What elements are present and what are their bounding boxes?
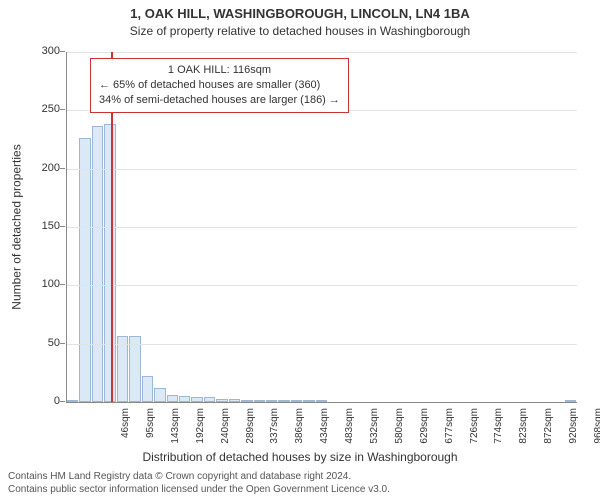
histogram-bar [179,396,190,402]
x-tick-label: 386sqm [294,408,305,458]
x-tick-label: 968sqm [593,408,600,458]
histogram-bar [278,400,289,402]
gridline [67,285,577,286]
histogram-bar [79,138,90,402]
x-tick-label: 143sqm [170,408,181,458]
gridline [67,227,577,228]
gridline [67,169,577,170]
x-tick-label: 532sqm [369,408,380,458]
histogram-bar [204,397,215,402]
credits: Contains HM Land Registry data © Crown c… [8,471,390,496]
histogram-bar [565,400,576,402]
x-tick-label: 46sqm [120,408,131,458]
x-tick-label: 192sqm [195,408,206,458]
y-tick-label: 0 [20,395,60,407]
x-tick-label: 726sqm [469,408,480,458]
x-tick-label: 240sqm [220,408,231,458]
histogram-bar [117,336,128,403]
x-tick-label: 677sqm [444,408,455,458]
x-tick-label: 95sqm [145,408,156,458]
histogram-bar [254,400,265,402]
x-tick-label: 580sqm [394,408,405,458]
annotation-line1: 1 OAK HILL: 116sqm [99,63,340,78]
x-tick-label: 629sqm [419,408,430,458]
histogram-bar [67,400,78,402]
chart-container: 1, OAK HILL, WASHINGBOROUGH, LINCOLN, LN… [0,0,600,500]
histogram-bar [191,397,202,402]
chart-title: 1, OAK HILL, WASHINGBOROUGH, LINCOLN, LN… [0,6,600,21]
histogram-bar [129,336,140,403]
x-tick-label: 434sqm [319,408,330,458]
y-tick-label: 150 [20,220,60,232]
x-tick-label: 337sqm [269,408,280,458]
histogram-bar [142,376,153,402]
y-tick-label: 50 [20,337,60,349]
histogram-bar [241,400,252,402]
x-tick-label: 920sqm [568,408,579,458]
x-tick-label: 289sqm [245,408,256,458]
histogram-bar [266,400,277,402]
gridline [67,344,577,345]
gridline [67,52,577,53]
x-tick-label: 483sqm [344,408,355,458]
histogram-bar [167,395,178,402]
annotation-box: 1 OAK HILL: 116sqm ← 65% of detached hou… [90,58,349,113]
credits-line2: Contains public sector information licen… [8,484,390,497]
y-tick-label: 200 [20,162,60,174]
y-tick-label: 300 [20,45,60,57]
histogram-bar [154,388,165,402]
histogram-bar [303,400,314,402]
histogram-bar [92,126,103,403]
credits-line1: Contains HM Land Registry data © Crown c… [8,471,390,484]
histogram-bar [316,400,327,402]
histogram-bar [291,400,302,402]
x-tick-label: 774sqm [493,408,504,458]
y-tick-label: 100 [20,278,60,290]
histogram-bar [229,399,240,403]
histogram-bar [216,399,227,403]
y-tick-label: 250 [20,103,60,115]
x-tick-label: 872sqm [543,408,554,458]
annotation-line3: 34% of semi-detached houses are larger (… [99,93,340,108]
x-tick-label: 823sqm [518,408,529,458]
annotation-line2: ← 65% of detached houses are smaller (36… [99,78,340,93]
chart-subtitle: Size of property relative to detached ho… [0,24,600,38]
